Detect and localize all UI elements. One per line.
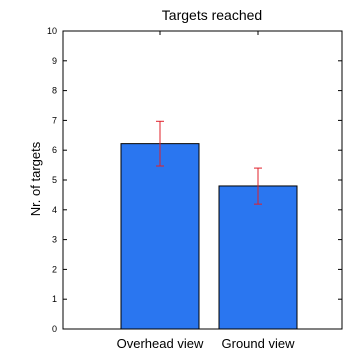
y-axis-ticks: 0 1 2 3 4 5 6 7 8 9 10 (47, 26, 342, 334)
y-tick-label: 6 (52, 145, 57, 155)
y-tick-label: 9 (52, 56, 57, 66)
y-tick-label: 10 (47, 26, 57, 36)
chart-title: Targets reached (162, 7, 262, 23)
x-tick-label: Ground view (222, 336, 296, 351)
x-tick-label: Overhead view (117, 336, 204, 351)
bar-ground-view (218, 185, 298, 330)
error-bars (156, 120, 262, 205)
y-axis-label: Nr. of targets (28, 141, 43, 216)
bar-overhead-view (120, 143, 200, 330)
bars (120, 143, 298, 330)
plot-frame (62, 30, 343, 330)
y-tick-label: 0 (52, 324, 57, 334)
y-tick-label: 5 (52, 175, 57, 185)
y-tick-label: 2 (52, 264, 57, 274)
x-axis-ticks: Overhead view Ground view (117, 31, 295, 351)
y-tick-label: 3 (52, 235, 57, 245)
y-tick-label: 7 (52, 115, 57, 125)
y-tick-label: 8 (52, 86, 57, 96)
y-tick-label: 4 (52, 205, 57, 215)
y-tick-label: 1 (52, 294, 57, 304)
